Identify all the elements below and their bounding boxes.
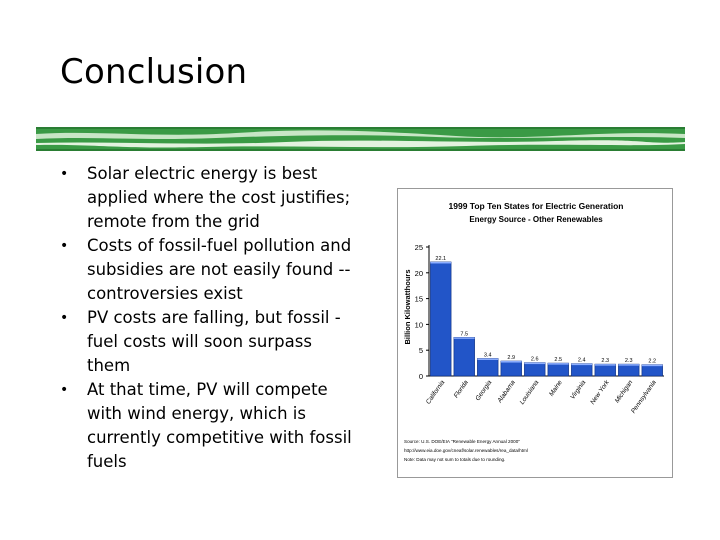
source-note-line: Source: U.S. DOE/EIA "Renewable Energy A… <box>404 439 520 444</box>
data-label: 2.3 <box>625 358 633 364</box>
chart-bar-highlight <box>524 362 546 365</box>
x-tick-label: Maine <box>548 379 564 398</box>
title-underline-bar <box>36 127 685 151</box>
data-label: 2.3 <box>601 358 609 364</box>
y-tick-label: 25 <box>415 243 423 252</box>
y-tick-label: 15 <box>415 295 423 304</box>
bullet-marker: • <box>60 166 69 182</box>
bullet-text: Solar electric energy is best applied wh… <box>87 164 351 231</box>
data-label: 7.5 <box>460 331 468 337</box>
source-note-line: Note: Data may not sum to totals due to … <box>404 457 505 462</box>
chart-subtitle: Energy Source - Other Renewables <box>469 215 603 224</box>
y-tick-label: 0 <box>419 372 423 381</box>
chart-bar <box>524 362 546 377</box>
chart-bar-highlight <box>453 337 475 339</box>
chart-bar-highlight <box>594 364 616 366</box>
chart-bar-highlight <box>641 364 663 367</box>
chart-figure: 1999 Top Ten States for Electric Generat… <box>397 188 673 478</box>
bullet-item: • Solar electric energy is best applied w… <box>58 162 358 234</box>
x-tick-label: Georgia <box>474 379 493 402</box>
chart-bar-highlight <box>547 363 569 365</box>
y-tick-label: 20 <box>415 269 423 278</box>
chart-bar <box>500 360 522 377</box>
chart-bar <box>618 363 640 377</box>
bullet-text: At that time, PV will compete with wind … <box>87 380 352 471</box>
bar-chart: 1999 Top Ten States for Electric Generat… <box>403 201 664 462</box>
x-tick-label: Michigan <box>614 379 635 405</box>
chart-bar <box>594 363 616 377</box>
chart-bar-highlight <box>430 261 452 264</box>
data-label: 3.4 <box>484 352 492 358</box>
bullet-list: • Solar electric energy is best applied w… <box>58 162 358 474</box>
y-axis-label: Billion Kilowatthours <box>403 270 412 345</box>
chart-bar <box>641 364 663 377</box>
data-label: 2.6 <box>531 357 539 363</box>
chart-title: 1999 Top Ten States for Electric Generat… <box>449 201 624 211</box>
x-tick-label: Florida <box>453 379 470 400</box>
chart-bar <box>547 362 569 377</box>
y-tick-label: 10 <box>415 320 423 329</box>
chart-bar-highlight <box>618 364 640 366</box>
chart-bar <box>477 358 499 377</box>
data-label: 2.4 <box>578 358 586 364</box>
chart-bar-highlight <box>571 363 593 366</box>
bullet-marker: • <box>60 310 69 326</box>
data-label: 2.5 <box>554 357 562 363</box>
bullet-text: Costs of fossil-fuel pollution and subsi… <box>87 236 352 303</box>
chart-bar <box>430 261 452 377</box>
source-note-line: http://www.eia.doe.gov/cneaf/solar.renew… <box>404 448 528 453</box>
data-label: 22.1 <box>435 256 446 262</box>
bullet-item: • PV costs are falling, but fossil -fuel … <box>58 306 358 378</box>
bullet-marker: • <box>60 382 69 398</box>
bullet-text: PV costs are falling, but fossil -fuel c… <box>87 308 341 375</box>
data-label: 2.2 <box>648 359 656 365</box>
bullet-item: • At that time, PV will compete with wind… <box>58 378 358 474</box>
y-tick-label: 5 <box>419 346 423 355</box>
x-tick-label: Alabama <box>496 379 517 405</box>
data-label: 2.9 <box>507 355 515 361</box>
chart-bar-highlight <box>500 361 522 363</box>
bullet-marker: • <box>60 238 69 254</box>
x-tick-label: California <box>425 379 447 406</box>
slide-title: Conclusion <box>60 52 248 92</box>
bullet-item: • Costs of fossil-fuel pollution and subs… <box>58 234 358 306</box>
x-tick-label: New York <box>589 379 611 406</box>
chart-bar <box>571 363 593 377</box>
chart-bar <box>453 337 475 377</box>
x-tick-label: Louisiana <box>519 379 541 406</box>
chart-bar-highlight <box>477 358 499 360</box>
x-tick-label: Pennsylvania <box>630 379 658 415</box>
x-tick-label: Virginia <box>569 379 587 401</box>
